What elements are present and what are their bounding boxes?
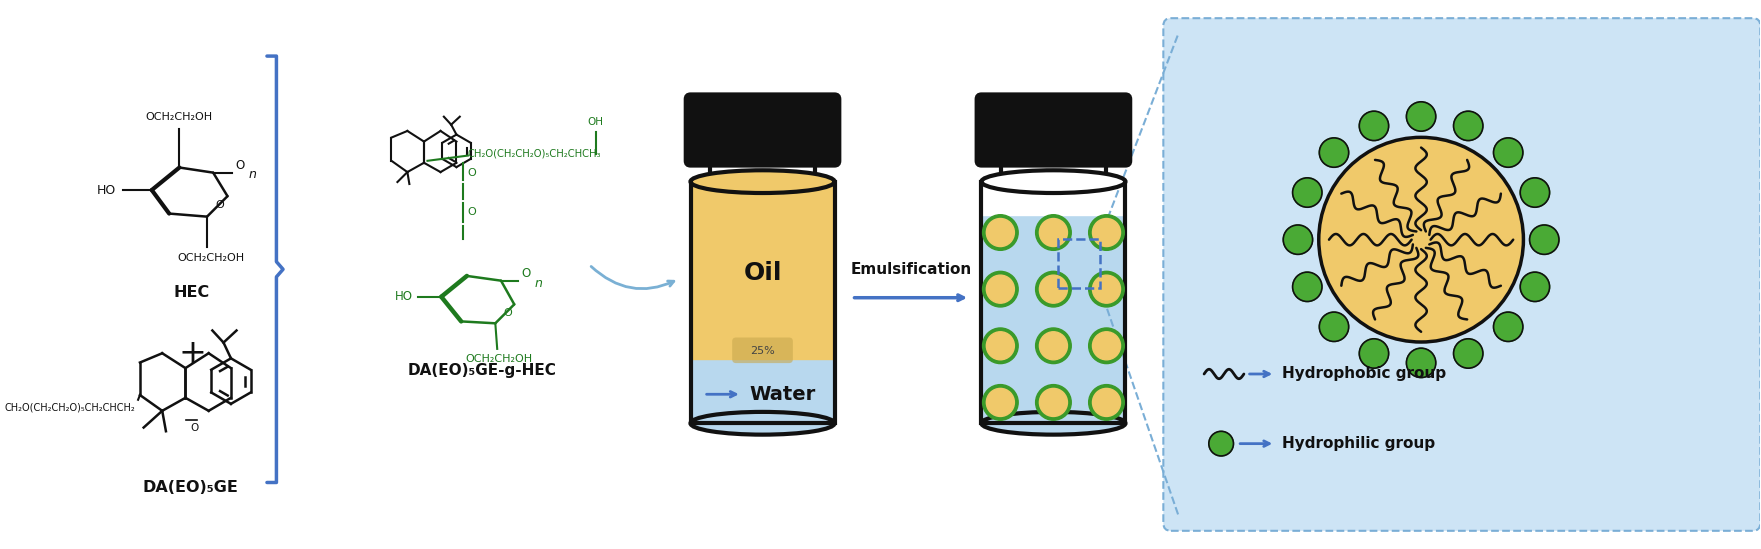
Circle shape [1088, 385, 1124, 420]
Bar [981, 215, 1125, 423]
Text: CH₂O(CH₂CH₂O)₅CH₂CHCH₂: CH₂O(CH₂CH₂O)₅CH₂CHCH₂ [5, 402, 136, 412]
Bar [1058, 239, 1101, 288]
Text: Hydrophobic group: Hydrophobic group [1282, 367, 1446, 382]
Circle shape [1493, 312, 1523, 341]
Circle shape [1208, 432, 1233, 456]
Circle shape [1453, 339, 1483, 368]
Text: O: O [467, 167, 475, 178]
Bar [1002, 161, 1106, 182]
Bar [690, 185, 835, 359]
Text: HEC: HEC [174, 285, 210, 300]
Circle shape [1493, 138, 1523, 167]
Circle shape [1035, 271, 1071, 307]
Bar [710, 161, 815, 182]
Text: OCH₂CH₂OH: OCH₂CH₂OH [465, 354, 532, 363]
Text: O: O [236, 159, 245, 172]
FancyBboxPatch shape [685, 94, 840, 166]
Circle shape [986, 332, 1014, 360]
Circle shape [1092, 388, 1120, 417]
Circle shape [1520, 272, 1550, 301]
FancyBboxPatch shape [733, 338, 792, 363]
Text: Oil: Oil [743, 261, 782, 285]
Text: CH₂O(CH₂CH₂O)₅CH₂CHCH₃: CH₂O(CH₂CH₂O)₅CH₂CHCH₃ [467, 149, 601, 159]
Circle shape [1039, 275, 1067, 303]
Circle shape [1530, 225, 1558, 254]
Circle shape [986, 275, 1014, 303]
Ellipse shape [690, 170, 835, 193]
Circle shape [1092, 332, 1120, 360]
Bar [981, 182, 1125, 215]
Circle shape [1092, 275, 1120, 303]
Text: O: O [190, 423, 199, 434]
Text: DA(EO)₅GE: DA(EO)₅GE [143, 480, 238, 495]
Circle shape [1039, 219, 1067, 247]
Text: HO: HO [97, 183, 116, 197]
Circle shape [986, 219, 1014, 247]
Circle shape [1520, 178, 1550, 207]
Circle shape [986, 388, 1014, 417]
Circle shape [1319, 312, 1349, 341]
Bar [981, 182, 1125, 423]
Text: O: O [504, 308, 512, 318]
Circle shape [1035, 328, 1071, 363]
Circle shape [1359, 111, 1389, 141]
Circle shape [1035, 385, 1071, 420]
Text: DA(EO)₅GE-g-HEC: DA(EO)₅GE-g-HEC [407, 363, 556, 378]
Circle shape [1035, 215, 1071, 250]
Text: O: O [467, 208, 475, 217]
Ellipse shape [981, 412, 1125, 435]
Circle shape [1039, 332, 1067, 360]
FancyBboxPatch shape [1164, 18, 1761, 531]
Text: O: O [217, 200, 224, 210]
Text: Hydrophilic group: Hydrophilic group [1282, 436, 1435, 451]
Text: OH: OH [588, 117, 604, 127]
Circle shape [983, 328, 1018, 363]
Circle shape [1407, 348, 1435, 378]
Text: O: O [521, 267, 532, 280]
Circle shape [1293, 272, 1323, 301]
Bar [690, 182, 835, 423]
Text: n: n [534, 277, 542, 290]
Text: 25%: 25% [750, 346, 775, 356]
Circle shape [1088, 328, 1124, 363]
Circle shape [1284, 225, 1312, 254]
Circle shape [983, 215, 1018, 250]
Circle shape [1319, 137, 1523, 342]
Text: Emulsification: Emulsification [851, 262, 972, 277]
FancyBboxPatch shape [977, 94, 1131, 166]
Text: +: + [178, 337, 206, 370]
Text: OCH₂CH₂OH: OCH₂CH₂OH [178, 254, 245, 264]
Circle shape [1453, 111, 1483, 141]
Ellipse shape [690, 412, 835, 435]
Circle shape [1092, 219, 1120, 247]
Ellipse shape [981, 170, 1125, 193]
Text: n: n [248, 169, 257, 181]
Text: OCH₂CH₂OH: OCH₂CH₂OH [146, 113, 213, 122]
Circle shape [1407, 102, 1435, 131]
Text: Water: Water [748, 385, 815, 404]
Circle shape [1319, 138, 1349, 167]
Circle shape [1039, 388, 1067, 417]
Circle shape [983, 271, 1018, 307]
Circle shape [1088, 271, 1124, 307]
Circle shape [1359, 339, 1389, 368]
Circle shape [1293, 178, 1323, 207]
Circle shape [983, 385, 1018, 420]
Circle shape [1088, 215, 1124, 250]
Text: HO: HO [394, 290, 412, 303]
Bar [690, 359, 835, 423]
